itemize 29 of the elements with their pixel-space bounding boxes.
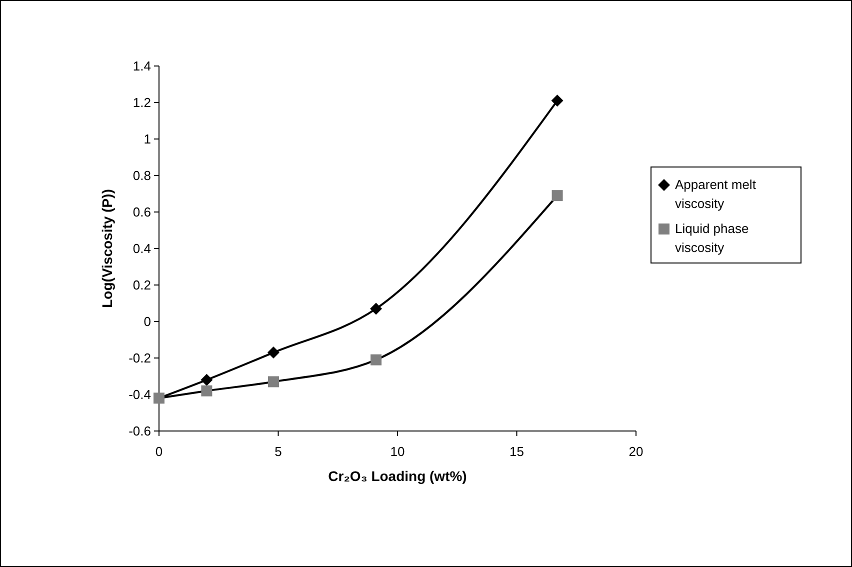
point xyxy=(154,392,164,404)
y-axis-title: Log(Viscosity (P)) xyxy=(99,189,115,308)
y-tick-label: 0 xyxy=(144,314,151,330)
y-tick-label: 1.2 xyxy=(132,95,151,110)
x-axis-title: Cr₂O₃ Loading (wt%) xyxy=(328,468,467,484)
x-tick-label: 0 xyxy=(155,444,163,459)
legend-label: Liquid phase viscosity xyxy=(675,221,749,255)
point xyxy=(370,302,382,315)
y-tick-label: 0.4 xyxy=(132,241,151,256)
point xyxy=(268,376,279,388)
point xyxy=(201,385,212,396)
point xyxy=(370,354,382,366)
y-tick-label: 0.2 xyxy=(132,278,151,293)
y-tick-label: -0.4 xyxy=(128,387,151,402)
x-tick-label: 20 xyxy=(628,444,644,459)
legend-label: Apparent melt viscosity xyxy=(675,177,756,211)
x-tick-label: 10 xyxy=(390,444,405,459)
y-tick-label: 0.6 xyxy=(132,204,151,220)
point xyxy=(552,190,563,202)
point xyxy=(267,346,280,359)
point xyxy=(551,94,564,107)
y-tick-label: 1.4 xyxy=(132,58,151,74)
x-tick-label: 15 xyxy=(510,444,524,459)
y-tick-label: 0.8 xyxy=(132,168,151,184)
point xyxy=(200,374,213,386)
y-tick-label: -0.2 xyxy=(128,350,151,366)
x-tick-label: 5 xyxy=(274,444,282,459)
y-tick-label: -0.6 xyxy=(128,424,151,439)
y-tick-label: 1 xyxy=(144,132,151,147)
